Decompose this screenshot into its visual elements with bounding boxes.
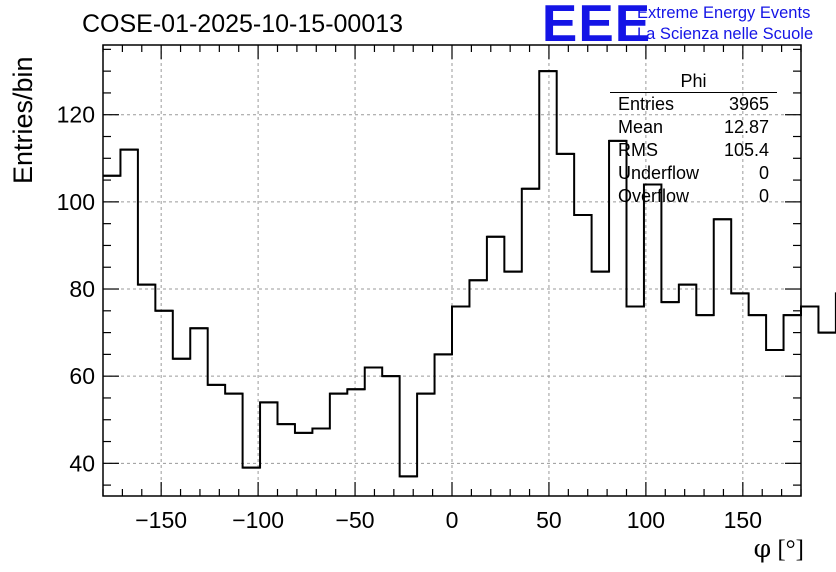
y-axis-label: Entries/bin (8, 56, 38, 184)
y-tick-label: 100 (57, 189, 95, 215)
y-tick-label: 40 (69, 450, 95, 476)
y-tick-label: 120 (57, 102, 95, 128)
stats-title: Phi (610, 70, 777, 93)
logo-subtitle-line2: La Scienza nelle Scuole (637, 25, 814, 43)
stats-key: Underflow (618, 163, 700, 183)
x-tick-label: 100 (627, 507, 665, 533)
x-tick-label: 50 (536, 507, 562, 533)
logo-subtitle-line1: Extreme Energy Events (637, 4, 811, 22)
stats-row-overflow: Overflow 0 (610, 185, 777, 208)
eee-logo: EEE (541, 0, 652, 53)
stats-box: Phi Entries 3965 Mean 12.87 RMS 105.4 Un… (610, 70, 777, 208)
x-tick-label: 0 (446, 507, 459, 533)
x-tick-label: 150 (724, 507, 762, 533)
stats-value: 3965 (728, 94, 769, 114)
stats-key: Entries (618, 94, 675, 114)
x-tick-label: −50 (336, 507, 375, 533)
stats-row-underflow: Underflow 0 (610, 162, 777, 185)
stats-key: Overflow (618, 186, 690, 206)
chart-title: COSE-01-2025-10-15-00013 (82, 10, 404, 38)
stats-value: 0 (758, 186, 769, 206)
stats-row-rms: RMS 105.4 (610, 139, 777, 162)
x-axis-symbol: φ (753, 534, 772, 563)
stats-row-entries: Entries 3965 (610, 93, 777, 116)
x-tick-label: −150 (135, 507, 187, 533)
stats-key: Mean (618, 117, 664, 137)
stats-row-mean: Mean 12.87 (610, 116, 777, 139)
y-tick-label: 80 (69, 276, 95, 302)
x-tick-label: −100 (232, 507, 284, 533)
y-tick-label: 60 (69, 363, 95, 389)
stats-value: 0 (758, 163, 769, 183)
x-axis-label: φ [°] (754, 534, 804, 564)
stats-value: 105.4 (723, 140, 769, 160)
stats-key: RMS (618, 140, 658, 160)
stats-value: 12.87 (723, 117, 769, 137)
x-axis-unit: [°] (777, 536, 804, 563)
